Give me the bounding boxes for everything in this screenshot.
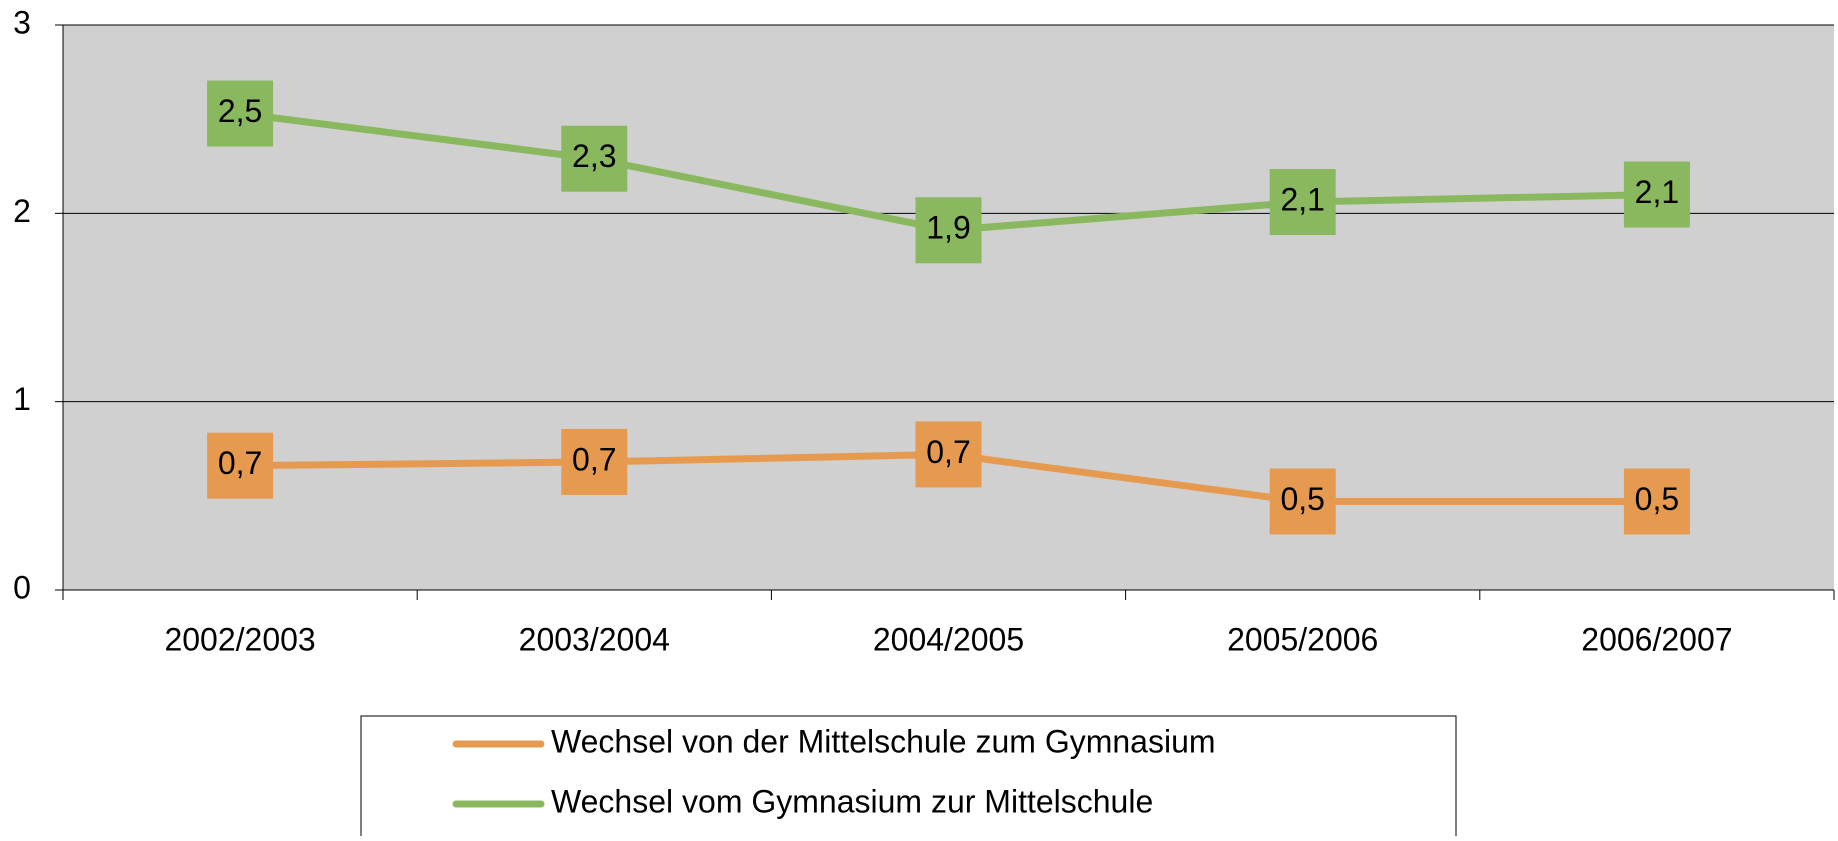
data-label: 0,7 <box>926 434 970 470</box>
x-tick-label: 2006/2007 <box>1581 621 1732 657</box>
data-label-box <box>1623 161 1690 228</box>
data-label: 2,3 <box>572 138 616 174</box>
data-label-box <box>1623 468 1690 535</box>
y-tick-label: 0 <box>13 569 31 605</box>
data-label: 0,5 <box>1635 481 1679 517</box>
data-label: 2,1 <box>1635 174 1679 210</box>
data-label: 1,9 <box>926 210 970 246</box>
data-label-box <box>1269 169 1336 236</box>
x-tick-label: 2002/2003 <box>164 621 315 657</box>
data-label: 0,7 <box>218 445 262 481</box>
data-label-box <box>207 80 274 147</box>
data-label: 2,5 <box>218 93 262 129</box>
x-tick-label: 2003/2004 <box>519 621 670 657</box>
y-tick-label: 2 <box>13 193 31 229</box>
data-label: 0,7 <box>572 441 616 477</box>
plot-area <box>63 25 1834 590</box>
data-label-box <box>207 432 274 499</box>
data-label: 2,1 <box>1280 181 1324 217</box>
x-tick-label: 2004/2005 <box>873 621 1024 657</box>
data-label-box <box>561 428 628 495</box>
data-label-box <box>1269 468 1336 535</box>
data-label: 0,5 <box>1280 481 1324 517</box>
x-tick-label: 2005/2006 <box>1227 621 1378 657</box>
legend-label: Wechsel vom Gymnasium zur Mittelschule <box>551 783 1153 819</box>
legend-label: Wechsel von der Mittelschule zum Gymnasi… <box>551 723 1216 759</box>
data-label-box <box>915 421 982 488</box>
y-tick-label: 3 <box>13 4 31 40</box>
y-tick-label: 1 <box>13 381 31 417</box>
data-label-box <box>915 197 982 264</box>
data-label-box <box>561 125 628 192</box>
legend-box <box>360 715 1457 841</box>
